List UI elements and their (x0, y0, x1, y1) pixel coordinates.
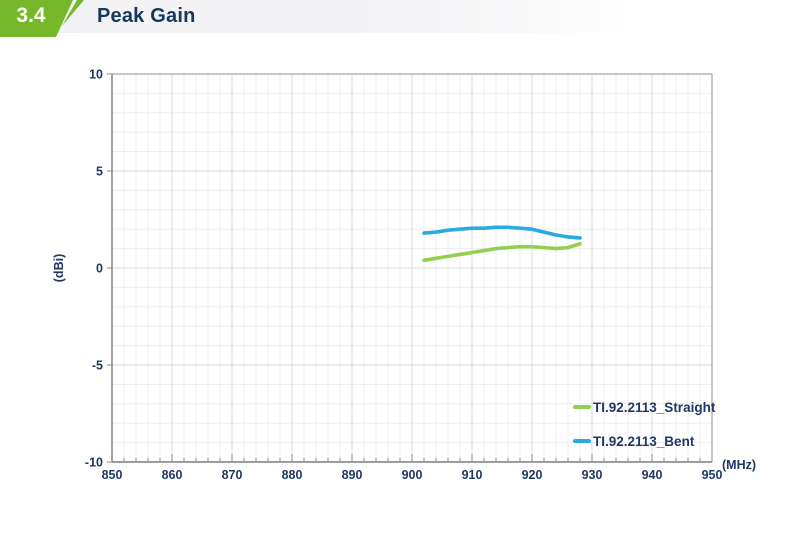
axis-labels: 850 860 870 880 890 900 910 920 930 940 950 10 5 0 -5 -… (52, 68, 756, 483)
banner-main-shape (0, 0, 73, 37)
legend-item-bent: TI.92.2113_Bent (573, 432, 715, 450)
svg-text:850: 850 (102, 468, 123, 482)
major-gridlines (112, 74, 712, 462)
svg-text:920: 920 (522, 468, 543, 482)
svg-text:-10: -10 (85, 456, 103, 470)
svg-text:(dBi): (dBi) (52, 254, 66, 282)
section-number-banner (0, 0, 84, 37)
svg-text:10: 10 (89, 68, 103, 82)
svg-text:890: 890 (342, 468, 363, 482)
series-lines (422, 225, 582, 263)
svg-text:940: 940 (642, 468, 663, 482)
banner-slash-shape (62, 0, 84, 26)
svg-text:930: 930 (582, 468, 603, 482)
legend-label-straight: TI.92.2113_Straight (593, 399, 716, 415)
legend-swatch-bent (573, 439, 591, 443)
svg-text:870: 870 (222, 468, 243, 482)
svg-text:0: 0 (96, 262, 103, 276)
header-bar (0, 0, 658, 33)
svg-text:900: 900 (402, 468, 423, 482)
svg-text:880: 880 (282, 468, 303, 482)
svg-text:860: 860 (162, 468, 183, 482)
svg-text:910: 910 (462, 468, 483, 482)
svg-text:-5: -5 (92, 359, 103, 373)
legend-item-straight: TI.92.2113_Straight (573, 398, 715, 416)
axis-ticks (107, 73, 701, 463)
legend-swatch-straight (573, 405, 591, 409)
legend-label-bent: TI.92.2113_Bent (593, 433, 695, 449)
chart-legend: TI.92.2113_Straight TI.92.2113_Bent (573, 398, 715, 466)
svg-text:5: 5 (96, 165, 103, 179)
section-header: 3.4 Peak Gain (0, 0, 800, 40)
section-number: 3.4 (16, 4, 46, 27)
svg-text:950: 950 (702, 468, 723, 482)
series-line-0 (422, 241, 582, 263)
svg-text:(MHz): (MHz) (722, 458, 756, 472)
series-line-1 (422, 225, 582, 240)
page-title: Peak Gain (97, 5, 196, 27)
